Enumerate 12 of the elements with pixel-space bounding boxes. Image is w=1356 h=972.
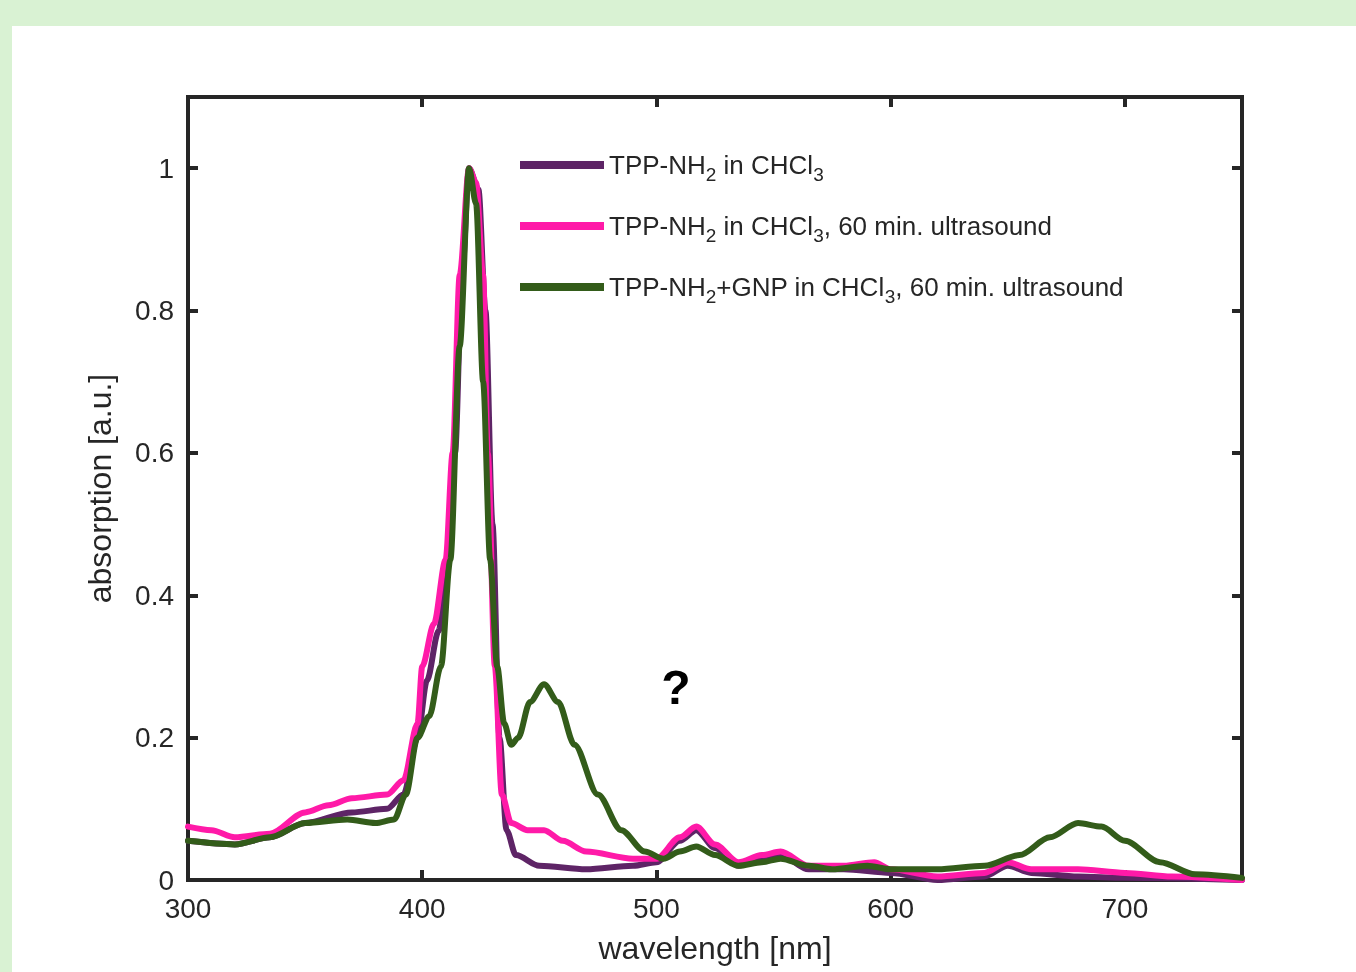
- y-tick-label: 0.6: [135, 437, 174, 469]
- x-axis-title: wavelength [nm]: [597, 930, 832, 966]
- x-tick-label: 700: [1101, 892, 1149, 924]
- y-tick-label: 1: [158, 152, 174, 184]
- y-tick-label: 0.2: [135, 722, 174, 754]
- annotation: ?: [661, 660, 691, 714]
- x-tick-label: 600: [867, 892, 915, 924]
- y-axis-title: absorption [a.u.]: [82, 373, 118, 604]
- x-tick-label: 500: [633, 892, 680, 924]
- y-tick-label: 0.8: [135, 295, 174, 327]
- x-tick-label: 400: [398, 892, 446, 924]
- y-tick-label: 0.4: [135, 579, 174, 611]
